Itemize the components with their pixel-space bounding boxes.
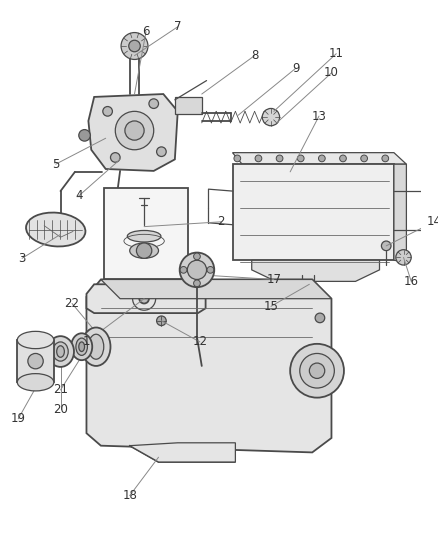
Ellipse shape bbox=[88, 334, 104, 359]
Circle shape bbox=[194, 253, 200, 260]
Circle shape bbox=[381, 241, 391, 251]
Text: 11: 11 bbox=[329, 47, 344, 60]
Circle shape bbox=[309, 363, 325, 378]
Ellipse shape bbox=[47, 336, 74, 367]
Text: 18: 18 bbox=[122, 489, 137, 502]
Ellipse shape bbox=[17, 374, 54, 391]
Circle shape bbox=[180, 266, 187, 273]
Circle shape bbox=[396, 249, 411, 265]
Text: 22: 22 bbox=[64, 297, 80, 310]
Text: 13: 13 bbox=[311, 110, 326, 123]
Polygon shape bbox=[101, 279, 332, 298]
Text: 3: 3 bbox=[18, 252, 26, 265]
Text: 17: 17 bbox=[266, 273, 281, 286]
Circle shape bbox=[300, 353, 334, 388]
Circle shape bbox=[290, 344, 344, 398]
Polygon shape bbox=[233, 164, 394, 260]
Text: 5: 5 bbox=[52, 158, 60, 171]
Ellipse shape bbox=[57, 346, 64, 357]
Circle shape bbox=[339, 155, 346, 162]
Text: 21: 21 bbox=[53, 383, 68, 397]
Text: 1: 1 bbox=[83, 335, 90, 349]
Ellipse shape bbox=[17, 332, 54, 349]
Circle shape bbox=[79, 130, 90, 141]
Text: 20: 20 bbox=[53, 402, 68, 416]
Circle shape bbox=[276, 155, 283, 162]
Text: 16: 16 bbox=[404, 275, 419, 288]
Polygon shape bbox=[130, 443, 235, 462]
Polygon shape bbox=[252, 260, 379, 281]
Circle shape bbox=[361, 155, 367, 162]
Circle shape bbox=[382, 155, 389, 162]
Text: 8: 8 bbox=[251, 49, 258, 62]
Circle shape bbox=[315, 313, 325, 322]
Circle shape bbox=[157, 316, 166, 326]
Text: 14: 14 bbox=[427, 215, 438, 228]
Circle shape bbox=[255, 155, 262, 162]
Text: 6: 6 bbox=[142, 25, 150, 38]
Polygon shape bbox=[17, 340, 54, 382]
Text: 4: 4 bbox=[75, 189, 82, 203]
Ellipse shape bbox=[71, 333, 92, 360]
Ellipse shape bbox=[79, 342, 85, 352]
Circle shape bbox=[115, 111, 154, 150]
Circle shape bbox=[136, 243, 152, 259]
Bar bbox=[175, 97, 202, 114]
Ellipse shape bbox=[127, 230, 161, 242]
Circle shape bbox=[234, 155, 240, 162]
Polygon shape bbox=[86, 279, 332, 453]
Circle shape bbox=[139, 294, 149, 303]
Circle shape bbox=[207, 266, 214, 273]
Ellipse shape bbox=[130, 243, 159, 259]
Text: 7: 7 bbox=[174, 20, 181, 33]
Text: 9: 9 bbox=[292, 62, 300, 75]
Circle shape bbox=[318, 155, 325, 162]
Circle shape bbox=[125, 121, 144, 140]
Ellipse shape bbox=[76, 338, 88, 356]
Text: 10: 10 bbox=[324, 67, 339, 79]
Polygon shape bbox=[233, 152, 406, 164]
Text: 19: 19 bbox=[11, 413, 26, 425]
Text: 2: 2 bbox=[217, 215, 225, 228]
Text: 15: 15 bbox=[264, 300, 279, 313]
Polygon shape bbox=[394, 164, 406, 262]
Text: 12: 12 bbox=[192, 335, 207, 349]
Circle shape bbox=[129, 40, 140, 52]
Circle shape bbox=[297, 155, 304, 162]
Circle shape bbox=[157, 147, 166, 157]
Circle shape bbox=[121, 33, 148, 60]
Circle shape bbox=[187, 260, 207, 279]
Circle shape bbox=[110, 152, 120, 162]
Circle shape bbox=[194, 280, 200, 287]
Circle shape bbox=[28, 353, 43, 369]
Circle shape bbox=[180, 253, 214, 287]
Ellipse shape bbox=[53, 342, 68, 361]
Polygon shape bbox=[88, 94, 178, 171]
Bar bbox=[104, 188, 188, 279]
Ellipse shape bbox=[81, 327, 110, 366]
Polygon shape bbox=[86, 284, 205, 313]
Ellipse shape bbox=[26, 213, 85, 246]
Circle shape bbox=[262, 108, 279, 126]
Circle shape bbox=[149, 99, 159, 108]
Circle shape bbox=[103, 107, 113, 116]
